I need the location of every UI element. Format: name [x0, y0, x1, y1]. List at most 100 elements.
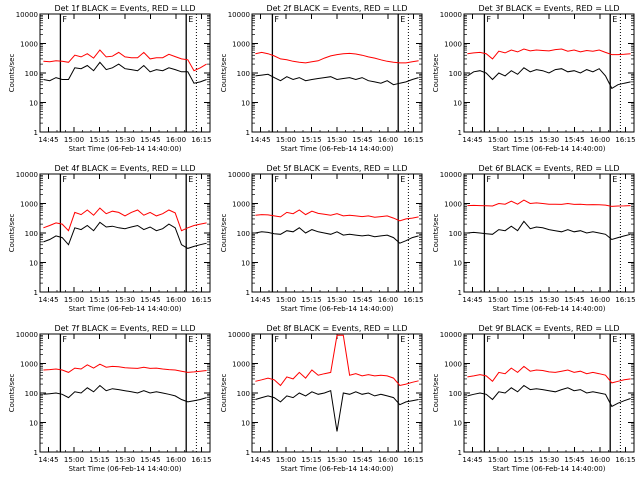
- y-tick-label: 1000: [232, 201, 250, 209]
- y-tick-label: 100: [237, 230, 250, 238]
- x-tick-label: 15:30: [327, 136, 347, 144]
- events-series-line: [255, 390, 419, 432]
- x-tick-label: 16:15: [403, 456, 423, 464]
- x-tick-label: 15:00: [276, 456, 296, 464]
- y-tick-label: 1000: [444, 201, 462, 209]
- x-tick-label: 15:45: [352, 296, 372, 304]
- plot-title: Det 1f BLACK = Events, RED = LLD: [54, 4, 195, 13]
- y-tick-label: 100: [449, 390, 462, 398]
- y-axis-label: Counts/sec: [8, 54, 16, 93]
- y-tick-label: 10000: [16, 171, 38, 179]
- x-tick-label: 16:15: [403, 296, 423, 304]
- detector-plot-1f: Det 1f BLACK = Events, RED = LLD 1 10 100 10…: [8, 4, 212, 153]
- y-tick-label: 1: [34, 129, 38, 137]
- y-tick-label: 100: [25, 70, 38, 78]
- x-tick-label: 15:15: [89, 456, 109, 464]
- x-axis-label: Start Time (06-Feb-14 14:40:00): [492, 465, 605, 473]
- x-tick-label: 16:00: [378, 456, 398, 464]
- x-axis-label: Start Time (06-Feb-14 14:40:00): [280, 465, 393, 473]
- lld-series-line: [255, 209, 419, 222]
- x-tick-label: 15:15: [513, 296, 533, 304]
- y-tick-label: 1: [246, 129, 250, 137]
- x-tick-label: 15:00: [488, 136, 508, 144]
- x-tick-label: 15:00: [64, 456, 84, 464]
- events-series-line: [43, 384, 207, 403]
- y-tick-label: 10: [29, 100, 38, 108]
- y-axis-label: Counts/sec: [220, 374, 228, 413]
- x-tick-label: 15:15: [513, 136, 533, 144]
- x-tick-label: 16:15: [191, 136, 211, 144]
- x-tick-label: 16:15: [615, 456, 635, 464]
- events-series-line: [467, 67, 631, 90]
- y-tick-label: 100: [25, 390, 38, 398]
- x-tick-label: 14:45: [38, 136, 58, 144]
- x-axis-label: Start Time (06-Feb-14 14:40:00): [280, 145, 393, 153]
- x-tick-label: 14:45: [38, 456, 58, 464]
- y-tick-label: 100: [25, 230, 38, 238]
- y-tick-label: 10: [453, 260, 462, 268]
- marker-flag: E: [188, 175, 193, 184]
- x-tick-label: 14:45: [462, 296, 482, 304]
- y-tick-label: 1: [34, 449, 38, 457]
- marker-flag: F: [486, 175, 491, 184]
- x-tick-label: 14:45: [250, 296, 270, 304]
- x-tick-label: 15:45: [564, 456, 584, 464]
- lld-series-line: [467, 199, 631, 207]
- marker-flag: F: [62, 175, 67, 184]
- x-tick-label: 15:30: [115, 136, 135, 144]
- lld-series-line: [43, 207, 207, 232]
- marker-flag: E: [188, 335, 193, 344]
- y-tick-label: 1: [458, 129, 462, 137]
- x-tick-label: 16:15: [615, 136, 635, 144]
- x-tick-label: 15:45: [140, 296, 160, 304]
- x-tick-label: 15:30: [539, 296, 559, 304]
- x-tick-label: 15:30: [539, 456, 559, 464]
- marker-flag: E: [188, 15, 193, 24]
- y-tick-label: 1000: [20, 201, 38, 209]
- x-tick-label: 15:00: [64, 296, 84, 304]
- detector-plot-7f: Det 7f BLACK = Events, RED = LLD 1 10 100 10…: [8, 324, 212, 473]
- detector-plot-5f: Det 5f BLACK = Events, RED = LLD 1 10 100 10…: [220, 164, 424, 313]
- y-axis-label: Counts/sec: [220, 54, 228, 93]
- x-tick-label: 15:15: [513, 456, 533, 464]
- marker-flag: F: [62, 15, 67, 24]
- x-tick-label: 15:00: [276, 136, 296, 144]
- x-tick-label: 16:15: [191, 296, 211, 304]
- marker-flag: E: [400, 15, 405, 24]
- plot-frame: [39, 333, 211, 453]
- marker-flag: E: [612, 15, 617, 24]
- x-tick-label: 15:30: [115, 456, 135, 464]
- y-tick-label: 1: [246, 449, 250, 457]
- x-tick-label: 16:15: [615, 296, 635, 304]
- y-tick-label: 10000: [16, 331, 38, 339]
- marker-flag: F: [486, 15, 491, 24]
- marker-flag: E: [612, 335, 617, 344]
- plot-title: Det 7f BLACK = Events, RED = LLD: [54, 324, 195, 333]
- plot-frame: [463, 173, 635, 293]
- plot-title: Det 4f BLACK = Events, RED = LLD: [54, 164, 195, 173]
- events-series-line: [467, 220, 631, 241]
- marker-flag: F: [274, 15, 279, 24]
- y-axis-label: Counts/sec: [220, 214, 228, 253]
- y-tick-label: 100: [237, 70, 250, 78]
- plot-frame: [251, 173, 423, 293]
- x-axis-label: Start Time (06-Feb-14 14:40:00): [280, 305, 393, 313]
- x-tick-label: 15:00: [276, 296, 296, 304]
- x-tick-label: 15:45: [564, 296, 584, 304]
- events-series-line: [43, 61, 207, 84]
- detector-plot-6f: Det 6f BLACK = Events, RED = LLD 1 10 100 10…: [432, 164, 636, 313]
- lld-series-line: [255, 334, 419, 387]
- events-series-line: [255, 73, 419, 86]
- marker-flag: F: [486, 335, 491, 344]
- x-tick-label: 16:00: [590, 136, 610, 144]
- y-tick-label: 1: [458, 449, 462, 457]
- y-tick-label: 10: [29, 260, 38, 268]
- marker-flag: F: [274, 335, 279, 344]
- y-tick-label: 10: [241, 260, 250, 268]
- plot-title: Det 6f BLACK = Events, RED = LLD: [478, 164, 619, 173]
- plot-title: Det 9f BLACK = Events, RED = LLD: [478, 324, 619, 333]
- x-tick-label: 14:45: [462, 136, 482, 144]
- x-tick-label: 15:15: [89, 136, 109, 144]
- x-tick-label: 16:15: [191, 456, 211, 464]
